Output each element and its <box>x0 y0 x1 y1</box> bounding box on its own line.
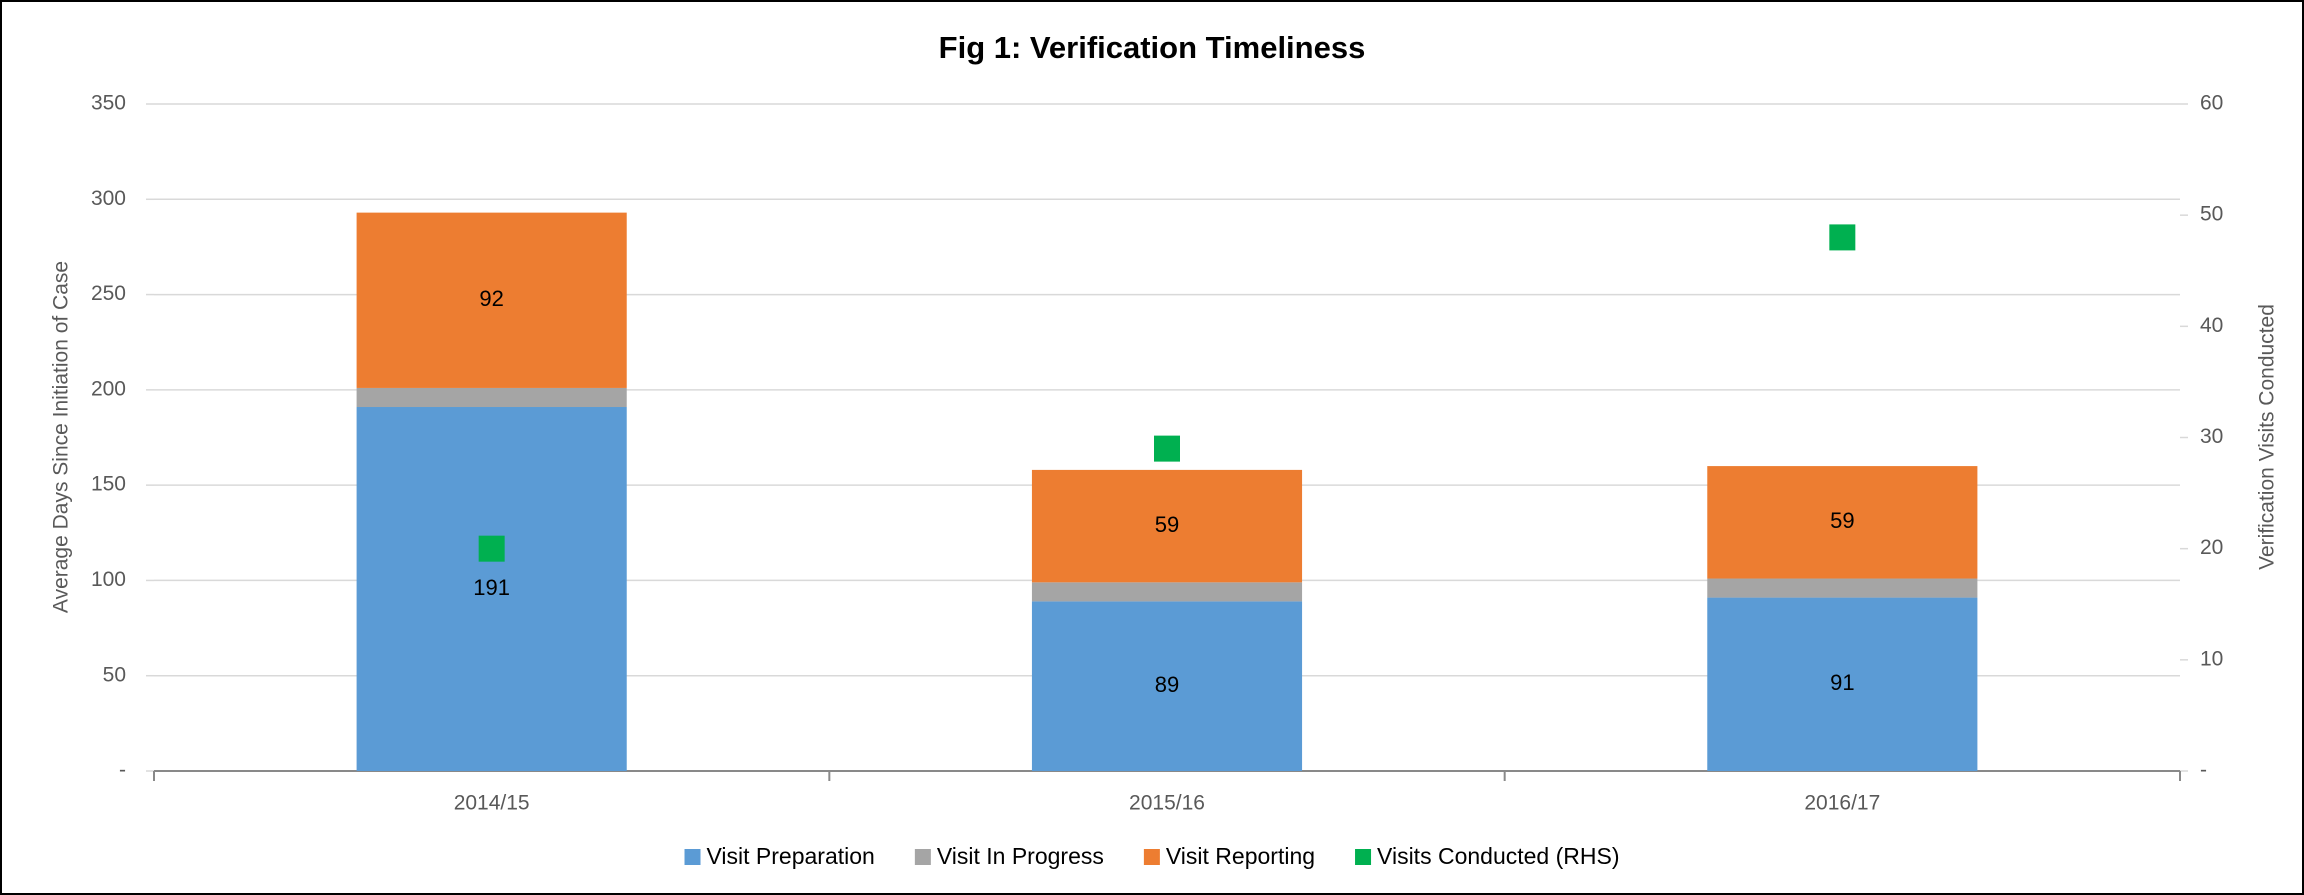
marker <box>1154 435 1180 462</box>
y-axis-label: Average Days Since Initiation of Case <box>50 261 73 613</box>
legend-swatch <box>1143 849 1160 865</box>
y2-tick-label: 30 <box>2200 425 2223 448</box>
y2-tick-label: - <box>2200 759 2207 782</box>
y-tick-label: 50 <box>103 663 126 686</box>
data-label: 92 <box>479 286 503 311</box>
bar-segment <box>356 387 627 408</box>
bar-segment <box>1031 469 1303 583</box>
y-tick-label: 200 <box>91 377 126 400</box>
y2-tick-label: 60 <box>2200 92 2223 115</box>
y2-axis-label: Verification Visits Conducted <box>2256 304 2279 570</box>
data-label: 191 <box>473 575 510 600</box>
legend-label: Visit In Progress <box>937 843 1104 869</box>
data-label: 59 <box>1830 508 1854 533</box>
bar-segment <box>1031 582 1303 602</box>
legend-swatch <box>684 849 701 865</box>
marker <box>1829 224 1856 251</box>
legend-label: Visits Conducted (RHS) <box>1377 843 1619 869</box>
y2-tick-label: 40 <box>2200 314 2223 337</box>
y-tick-label: 100 <box>91 568 126 591</box>
x-tick-label: 2015/16 <box>1129 792 1205 815</box>
legend-label: Visit Preparation <box>707 843 875 869</box>
y2-tick-label: 50 <box>2200 203 2223 226</box>
bar-segment <box>1707 466 1978 579</box>
y-tick-label: 250 <box>91 282 126 305</box>
y-tick-label: 350 <box>91 92 126 115</box>
legend-swatch <box>914 849 931 865</box>
bar-segment <box>1031 601 1303 771</box>
legend-swatch <box>1355 849 1372 865</box>
bar-segment <box>356 407 627 771</box>
legend-label: Visit Reporting <box>1166 843 1315 869</box>
bar-segment <box>1707 578 1978 598</box>
bar-segment <box>356 212 627 388</box>
x-tick-label: 2014/15 <box>454 792 530 815</box>
bar-segment <box>1707 597 1978 771</box>
x-tick-label: 2016/17 <box>1804 792 1880 815</box>
y-tick-label: 150 <box>91 473 126 496</box>
data-label: 91 <box>1830 670 1854 695</box>
chart-title: Fig 1: Verification Timeliness <box>939 30 1366 65</box>
y2-tick-label: 20 <box>2200 536 2223 559</box>
marker <box>478 535 505 562</box>
data-label: 59 <box>1155 512 1179 537</box>
y-tick-label: - <box>119 759 126 782</box>
data-label: 89 <box>1155 672 1179 697</box>
y-tick-label: 300 <box>91 187 126 210</box>
y2-tick-label: 10 <box>2200 647 2223 670</box>
